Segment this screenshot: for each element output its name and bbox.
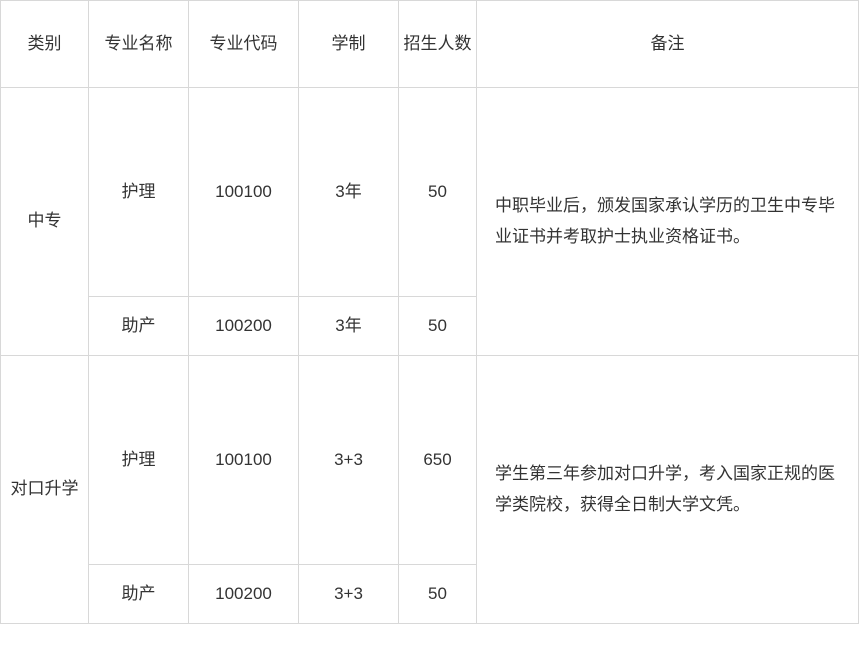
header-duration: 学制 bbox=[299, 1, 399, 88]
cell-major: 护理 bbox=[89, 356, 189, 565]
cell-note: 学生第三年参加对口升学，考入国家正规的医学类院校，获得全日制大学文凭。 bbox=[477, 356, 859, 624]
cell-code: 100100 bbox=[189, 356, 299, 565]
enrollment-table: 类别 专业名称 专业代码 学制 招生人数 备注 中专 护理 100100 3年 … bbox=[0, 0, 859, 624]
cell-category: 中专 bbox=[1, 88, 89, 356]
cell-duration: 3年 bbox=[299, 88, 399, 297]
table-header-row: 类别 专业名称 专业代码 学制 招生人数 备注 bbox=[1, 1, 859, 88]
cell-major: 助产 bbox=[89, 297, 189, 356]
cell-duration: 3年 bbox=[299, 297, 399, 356]
header-note: 备注 bbox=[477, 1, 859, 88]
header-major: 专业名称 bbox=[89, 1, 189, 88]
cell-duration: 3+3 bbox=[299, 356, 399, 565]
header-code: 专业代码 bbox=[189, 1, 299, 88]
cell-count: 650 bbox=[399, 356, 477, 565]
cell-category: 对口升学 bbox=[1, 356, 89, 624]
cell-count: 50 bbox=[399, 565, 477, 624]
cell-major: 助产 bbox=[89, 565, 189, 624]
cell-code: 100200 bbox=[189, 565, 299, 624]
cell-note: 中职毕业后，颁发国家承认学历的卫生中专毕业证书并考取护士执业资格证书。 bbox=[477, 88, 859, 356]
cell-duration: 3+3 bbox=[299, 565, 399, 624]
cell-count: 50 bbox=[399, 297, 477, 356]
cell-code: 100200 bbox=[189, 297, 299, 356]
table-row: 对口升学 护理 100100 3+3 650 学生第三年参加对口升学，考入国家正… bbox=[1, 356, 859, 565]
cell-count: 50 bbox=[399, 88, 477, 297]
cell-code: 100100 bbox=[189, 88, 299, 297]
header-category: 类别 bbox=[1, 1, 89, 88]
cell-major: 护理 bbox=[89, 88, 189, 297]
header-count: 招生人数 bbox=[399, 1, 477, 88]
table-row: 中专 护理 100100 3年 50 中职毕业后，颁发国家承认学历的卫生中专毕业… bbox=[1, 88, 859, 297]
